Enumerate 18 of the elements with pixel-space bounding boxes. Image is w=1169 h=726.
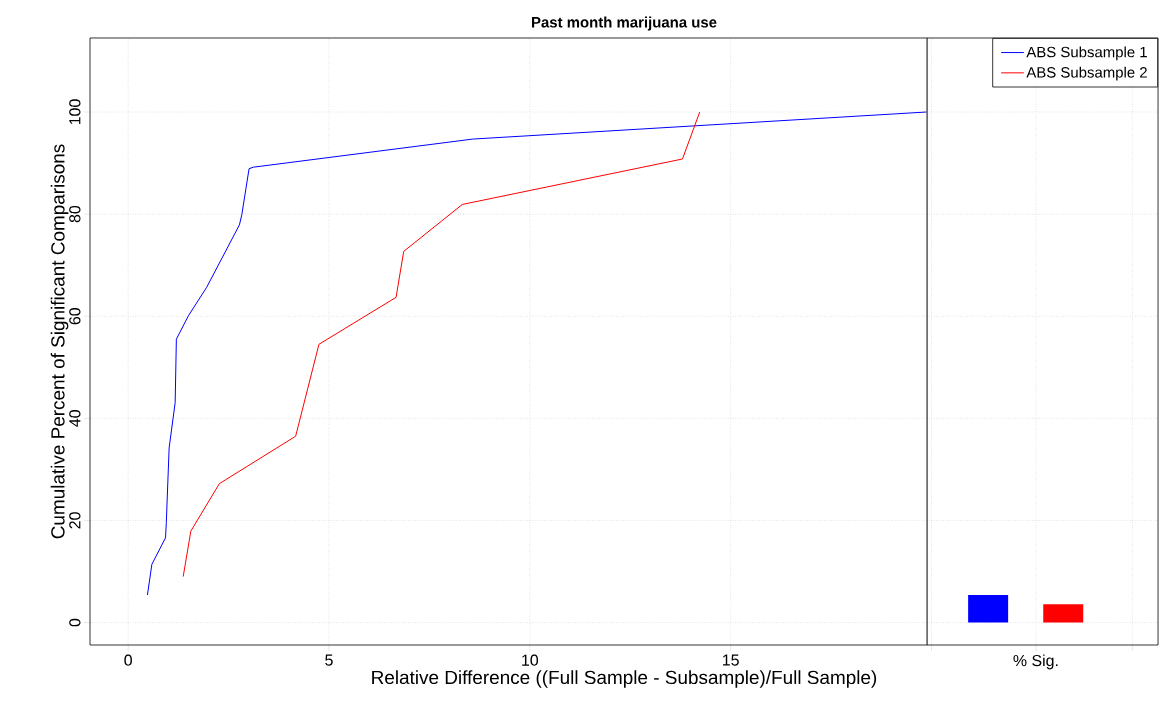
x-tick-label: 10: [522, 654, 539, 666]
x-tick-label: 5: [325, 654, 333, 666]
x-tick-label: 0: [124, 654, 132, 666]
y-tick-label: 100: [69, 99, 81, 125]
x-axis-title: Relative Difference ((Full Sample - Subsample)/Full Sample): [372, 670, 877, 688]
x-tick-label: 15: [723, 654, 739, 666]
y-tick-label: 80: [69, 205, 81, 223]
y-axis-title: Cumulative Percent of Significant Comparisons: [50, 144, 69, 539]
line-series: [182, 111, 701, 578]
y-tick-label: 40: [69, 410, 81, 427]
y-tick-label: 60: [69, 307, 81, 325]
y-tick-label: 0: [69, 618, 81, 627]
line-series: [146, 111, 927, 596]
legend-label: ABS Subsample 2: [1026, 66, 1147, 81]
x-tick-label: % Sig.: [1013, 654, 1058, 670]
chart-title: Past month marijuana use: [532, 16, 717, 31]
legend-label: ABS Subsample 1: [1026, 46, 1147, 61]
y-tick-label: 20: [69, 512, 81, 529]
